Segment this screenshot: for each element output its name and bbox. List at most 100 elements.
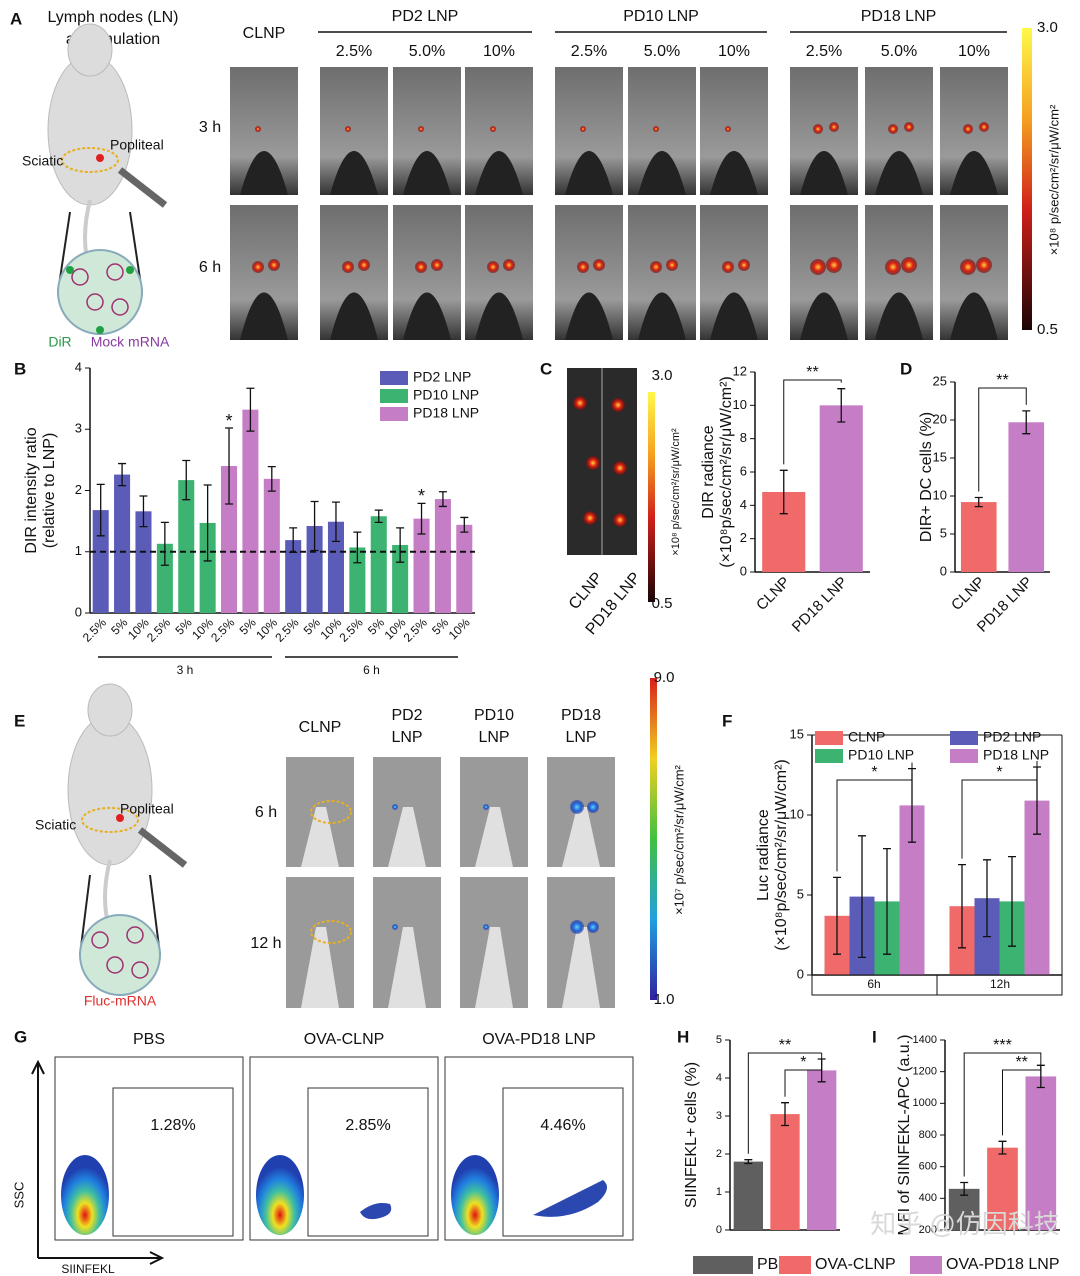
y-tick-label: 1200 xyxy=(913,1066,937,1078)
legs xyxy=(638,151,686,195)
colorbar xyxy=(648,392,655,602)
signal xyxy=(904,122,914,132)
signal xyxy=(979,122,989,132)
label: PD10 xyxy=(474,707,514,724)
y-tick-label: 2 xyxy=(75,482,82,497)
error-bar xyxy=(353,531,362,564)
bar xyxy=(242,409,259,613)
signal xyxy=(810,259,826,275)
label: Lymph nodes (LN) xyxy=(47,9,178,26)
significance: *** xyxy=(993,1037,1012,1054)
legs xyxy=(240,151,288,195)
signal xyxy=(255,126,261,132)
bar xyxy=(285,540,302,613)
legend-label: PD10 LNP xyxy=(848,747,914,763)
bar xyxy=(199,522,216,613)
signal xyxy=(611,398,625,412)
y-tick-label: 2 xyxy=(716,1148,722,1160)
error-bar xyxy=(246,387,255,432)
error-bar xyxy=(182,459,191,501)
signal xyxy=(503,259,515,271)
error-bar xyxy=(958,863,966,949)
x-tick-label: 2.5% xyxy=(401,615,430,644)
legend-label: PD10 LNP xyxy=(413,387,479,403)
signal xyxy=(483,804,489,810)
cargo xyxy=(71,268,89,286)
legs xyxy=(475,151,523,195)
panel-label: C xyxy=(540,359,552,378)
y-arrow xyxy=(31,1059,45,1258)
signal xyxy=(586,456,600,470)
bar xyxy=(349,547,366,613)
nanoparticle xyxy=(79,914,161,996)
signal xyxy=(583,511,597,525)
significance: * xyxy=(418,486,425,506)
legend-label: CLNP xyxy=(848,729,885,745)
legs xyxy=(388,807,426,867)
y-tick-label: 10 xyxy=(790,806,804,821)
error-bar xyxy=(998,1140,1007,1155)
label: Sciatic xyxy=(35,817,76,833)
label: 2.5% xyxy=(806,43,842,60)
signal xyxy=(829,122,839,132)
label: 6 h xyxy=(199,259,221,276)
legs xyxy=(950,292,998,340)
panel-label: F xyxy=(722,711,732,730)
significance-bracket xyxy=(784,1053,823,1097)
signal xyxy=(826,257,842,273)
ln-marker xyxy=(310,920,352,944)
signal xyxy=(613,461,627,475)
label: 5.0% xyxy=(644,43,680,60)
significance-bracket xyxy=(783,379,842,465)
dye xyxy=(126,266,134,274)
legs xyxy=(950,151,998,195)
bar xyxy=(327,521,344,613)
y-tick-label: 0 xyxy=(797,966,804,981)
legend-label: PD2 LNP xyxy=(413,369,471,385)
legs xyxy=(638,292,686,340)
y-tick-label: 0 xyxy=(75,604,82,619)
y-tick-label: 1400 xyxy=(913,1034,937,1046)
signal xyxy=(580,126,586,132)
legs xyxy=(562,927,600,1008)
plot-box xyxy=(444,1056,634,1241)
x-tick-label: 6h xyxy=(867,977,880,991)
y-tick-label: 600 xyxy=(919,1161,937,1173)
error-bar xyxy=(460,516,469,533)
bar xyxy=(413,518,430,613)
legs xyxy=(475,807,513,867)
label: 2.85% xyxy=(345,1117,390,1134)
y-tick-label: 25 xyxy=(933,373,947,388)
label: 5.0% xyxy=(409,43,445,60)
error-bar xyxy=(779,469,788,515)
ln-dot xyxy=(116,814,124,822)
significance: ** xyxy=(1015,1054,1027,1071)
label: Sciatic xyxy=(22,153,63,169)
legend-swatch xyxy=(380,389,408,403)
error-bar xyxy=(225,427,234,505)
legs xyxy=(800,292,848,340)
label: 9.0 xyxy=(654,669,675,686)
significance-bracket xyxy=(978,387,1027,492)
label: 5.0% xyxy=(881,43,917,60)
label: 4.46% xyxy=(540,1117,585,1134)
panel-label: G xyxy=(14,1027,27,1046)
error-bar xyxy=(96,483,105,537)
bar xyxy=(770,1114,800,1230)
y-tick-label: 200 xyxy=(919,1224,937,1236)
label: 10% xyxy=(718,43,750,60)
significance: * xyxy=(871,764,877,781)
y-tick-label: 4 xyxy=(716,1072,722,1084)
error-bar xyxy=(139,495,148,528)
signal xyxy=(901,257,917,273)
bar xyxy=(819,405,863,572)
bar xyxy=(987,1147,1018,1230)
signal xyxy=(483,924,489,930)
y-axis-label: (relative to LNP) xyxy=(41,433,58,549)
label: 0.5 xyxy=(652,595,673,612)
label: 3 h xyxy=(199,119,221,136)
label: LNP xyxy=(391,729,422,746)
y-axis-label: MFI of SIINFEKL-APC (a.u.) xyxy=(896,1035,913,1236)
legend-swatch xyxy=(779,1256,811,1274)
error-bar xyxy=(1008,855,1016,947)
